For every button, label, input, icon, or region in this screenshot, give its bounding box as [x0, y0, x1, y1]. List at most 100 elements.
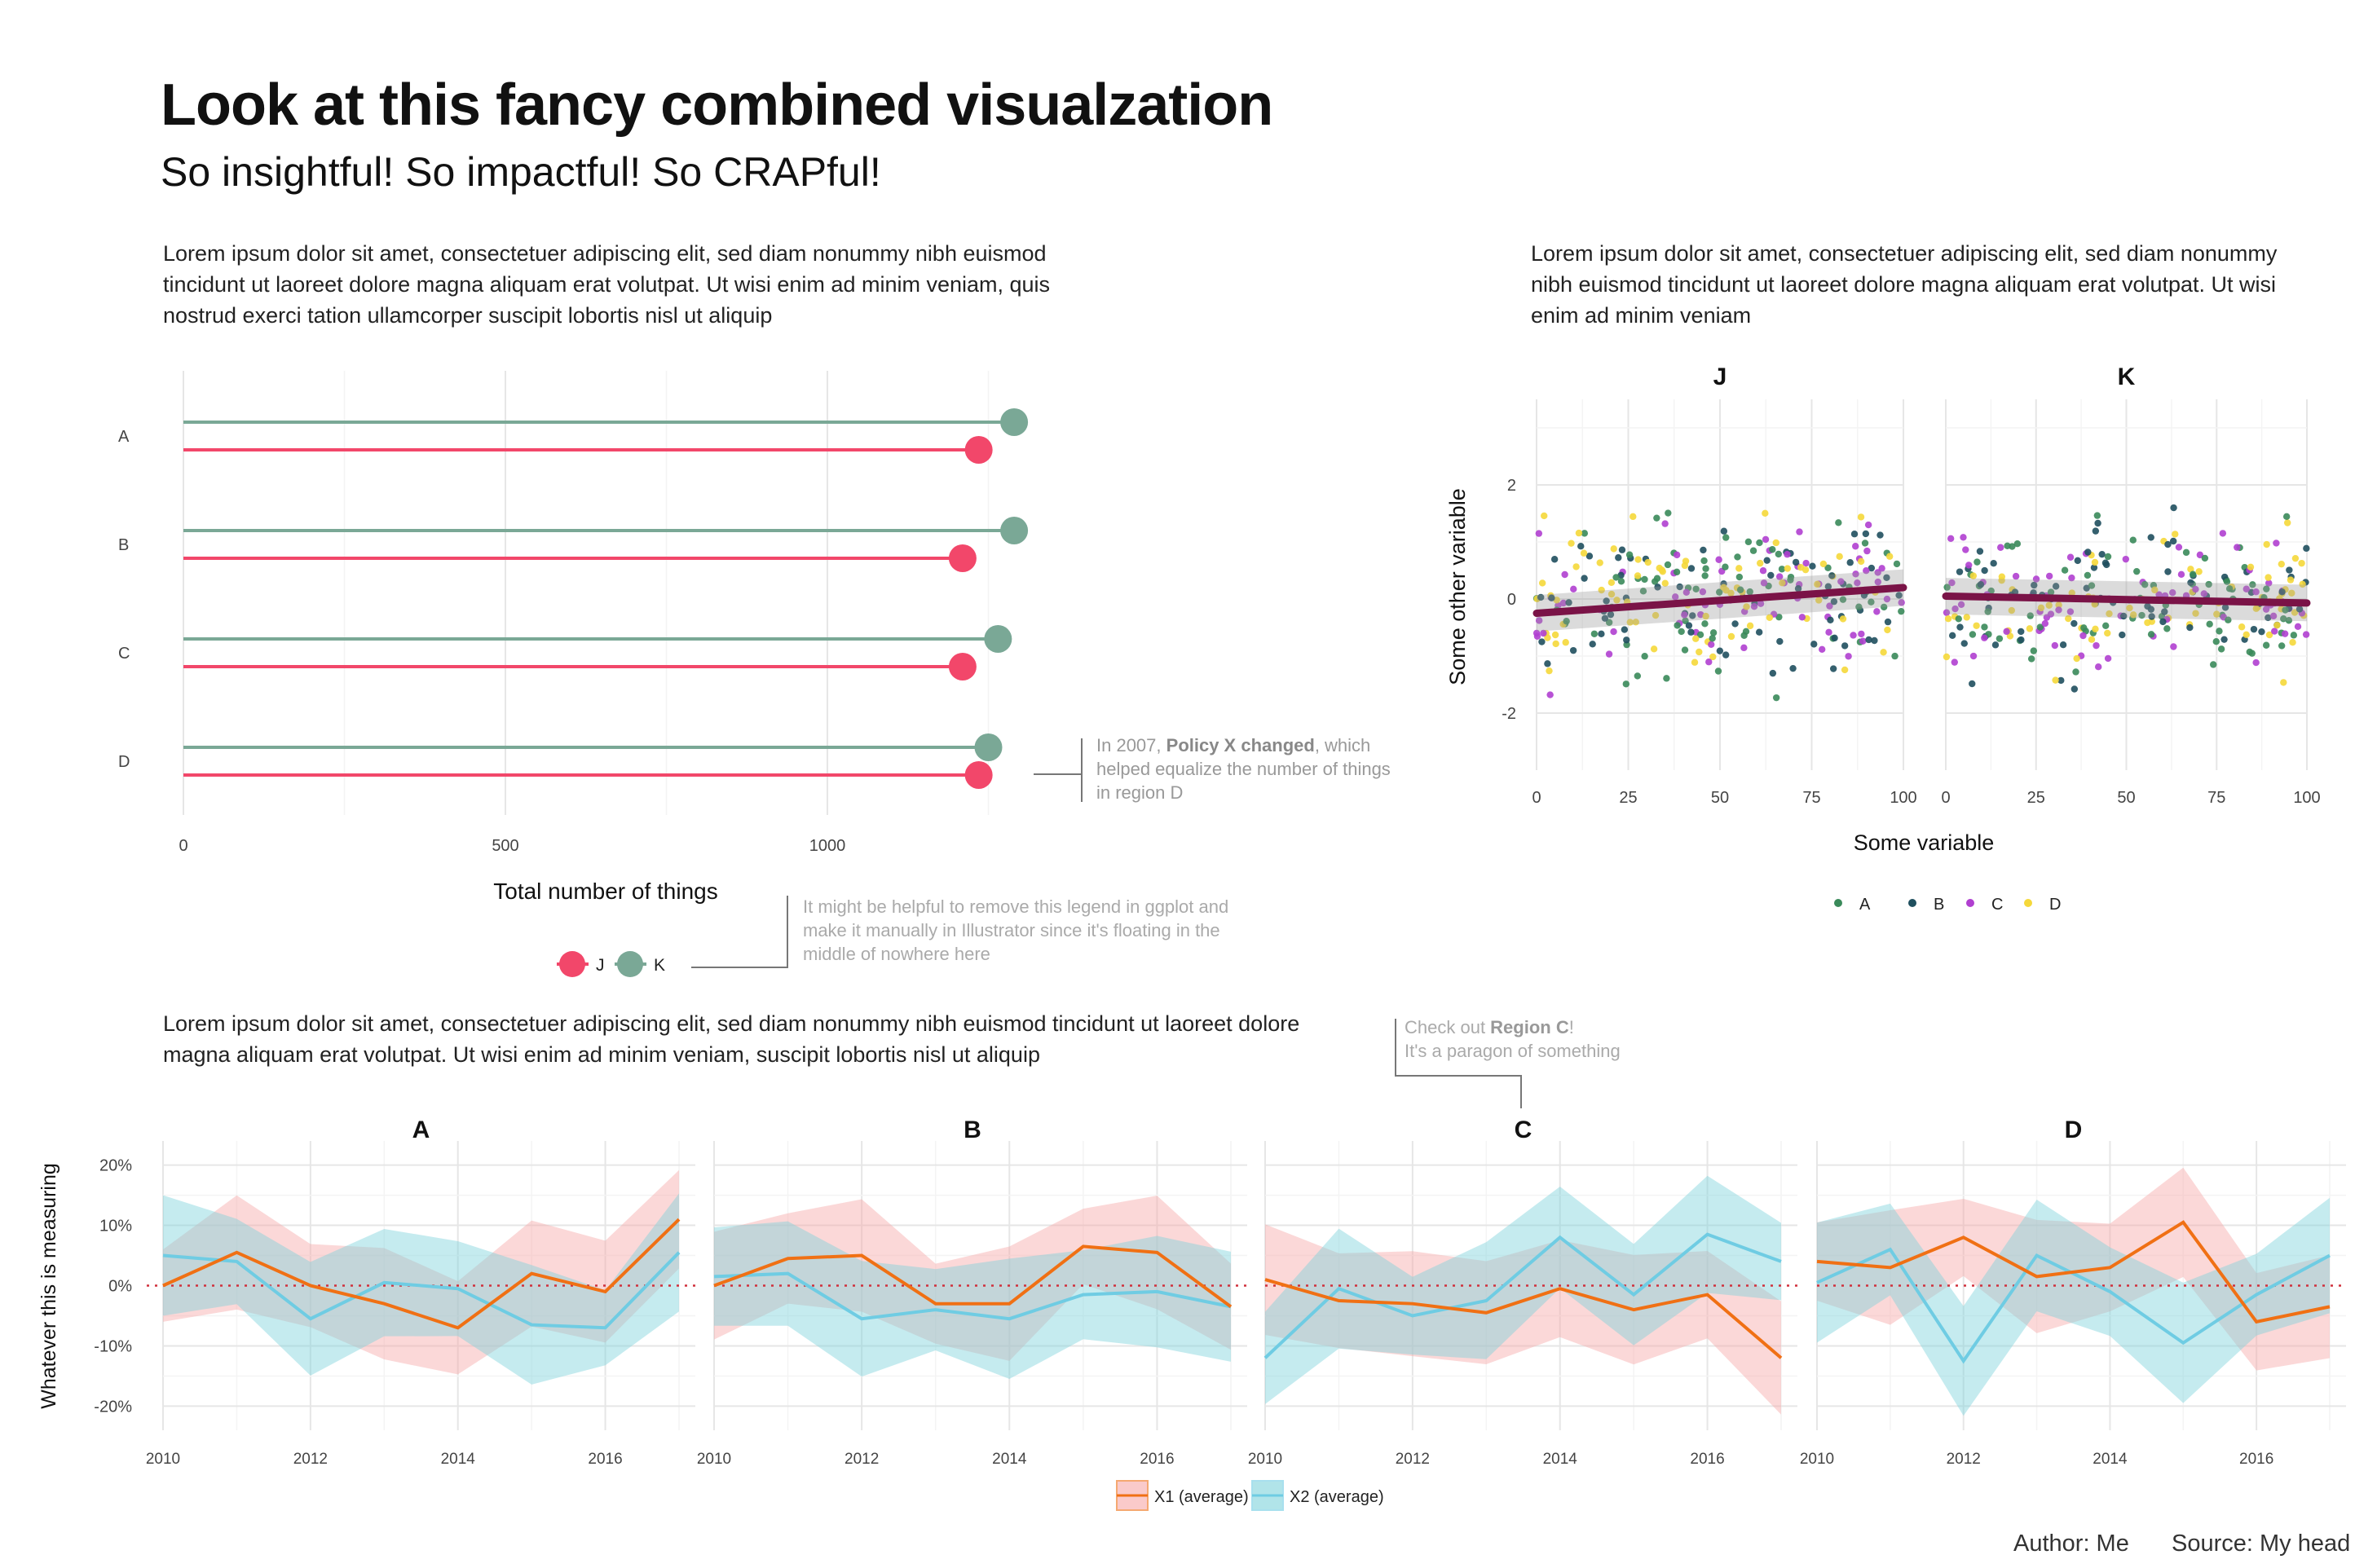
scatter-point	[2223, 578, 2231, 585]
scatter-point	[2252, 588, 2260, 596]
scatter-point	[1839, 615, 1847, 623]
policy-annotation: In 2007, Policy X changed, which	[1096, 735, 1370, 755]
scatter-point	[2026, 612, 2034, 619]
scatter-point	[1734, 553, 1741, 561]
x-tick-label: 0	[1532, 789, 1541, 807]
scatter-point	[1546, 667, 1553, 675]
x-tick-label: 2012	[1396, 1451, 1430, 1468]
scatter-point	[2141, 581, 2149, 588]
scatter-point	[1769, 546, 1776, 553]
scatter-point	[1784, 565, 1792, 572]
scatter-point	[2271, 628, 2278, 635]
scatter-point	[2161, 608, 2168, 615]
scatter-point	[1948, 579, 1956, 587]
x-tick-label: 25	[1619, 789, 1637, 807]
legend-label-x2: X2 (average)	[1290, 1488, 1384, 1506]
scatter-point	[2003, 628, 2010, 636]
scatter-point	[1722, 534, 1730, 541]
scatter-point	[1676, 583, 1683, 591]
scatter-point	[1776, 637, 1784, 645]
scatter-point	[1819, 645, 1826, 654]
scatter-point	[2169, 537, 2177, 545]
scatter-point	[1841, 666, 1849, 674]
scatter-point	[2045, 601, 2053, 609]
scatter-point	[1553, 597, 1560, 604]
scatter-point	[1696, 648, 1703, 656]
scatter-point	[2200, 590, 2207, 597]
scatter-point	[2286, 566, 2293, 574]
scatter-point	[1796, 528, 1803, 535]
annotation-bracket	[1395, 1019, 1522, 1108]
scatter-point	[2210, 661, 2217, 668]
lollipop-dot-K	[984, 625, 1012, 653]
scatter-point	[1830, 597, 1838, 606]
scatter-point	[2147, 631, 2155, 638]
scatter-point	[2088, 636, 2096, 643]
legend-label-C: C	[1991, 896, 2003, 914]
x-tick-label: 2010	[1248, 1451, 1282, 1468]
scatter-point	[2234, 544, 2241, 551]
scatter-point	[2298, 559, 2305, 567]
scatter-point	[1661, 520, 1669, 527]
scatter-point	[1996, 635, 2004, 642]
scatter-point	[2106, 610, 2113, 618]
scatter-point	[1580, 549, 1588, 557]
lollipop-dot-J	[948, 544, 977, 572]
scatter-point	[1880, 649, 1887, 656]
scatter-point	[1736, 586, 1744, 593]
scatter-point	[2182, 548, 2190, 557]
scatter-point	[1767, 571, 1775, 579]
scatter-point	[2155, 591, 2163, 598]
legend-key-C	[1966, 899, 1974, 907]
scatter-point	[1664, 561, 1672, 569]
scatter-point	[1779, 579, 1786, 587]
scatter-point	[2283, 519, 2291, 526]
scatter-point	[1759, 567, 1767, 575]
facet-title: K	[2118, 363, 2136, 390]
scatter-point	[1955, 615, 1962, 623]
scatter-point	[1716, 647, 1724, 654]
scatter-point	[2187, 566, 2194, 573]
scatter-point	[1540, 629, 1547, 637]
legend-label-A: A	[1859, 896, 1871, 914]
scatter-point	[1859, 637, 1867, 645]
scatter-point	[1957, 601, 1965, 608]
scatter-point	[1962, 546, 1969, 553]
scatter-point	[2147, 606, 2155, 613]
lollipop-dot-J	[948, 653, 977, 680]
scatter-point	[1864, 521, 1872, 529]
scatter-point	[1898, 599, 1905, 606]
scatter-point	[1682, 617, 1689, 624]
scatter-point	[2066, 608, 2075, 615]
x-tick-label: 25	[2027, 789, 2045, 807]
source-credit: Source: My head	[2172, 1531, 2351, 1557]
scatter-point	[2065, 614, 2072, 623]
scatter-point	[2216, 628, 2223, 635]
scatter-point	[1951, 605, 1959, 613]
scatter-point	[2289, 639, 2296, 646]
scatter-point	[2291, 609, 2299, 616]
scatter-paragraph: Lorem ipsum dolor sit amet, consectetuer…	[1531, 241, 2278, 328]
scatter-point	[1685, 622, 1693, 629]
scatter-point	[1699, 588, 1707, 596]
scatter-point	[1852, 570, 1859, 578]
scatter-point	[2294, 623, 2302, 631]
x2-ribbon	[163, 1193, 679, 1385]
scatter-point	[2051, 641, 2059, 650]
scatter-point	[1895, 592, 1903, 599]
scatter-point	[1784, 551, 1791, 558]
scatter-point	[2057, 676, 2065, 685]
scatter-point	[1755, 628, 1763, 636]
scatter-point	[1559, 599, 1568, 607]
x-tick-label: 2014	[2093, 1451, 2128, 1468]
scatter-point	[1623, 636, 1630, 644]
scatter-point	[2299, 580, 2306, 588]
scatter-point	[1607, 590, 1616, 598]
scatter-point	[2252, 658, 2260, 667]
trend-line	[1532, 584, 1907, 617]
scatter-point	[2084, 571, 2092, 579]
scatter-point	[2036, 623, 2044, 631]
x-tick-label: 2014	[1543, 1451, 1578, 1468]
scatter-point	[2068, 574, 2075, 582]
